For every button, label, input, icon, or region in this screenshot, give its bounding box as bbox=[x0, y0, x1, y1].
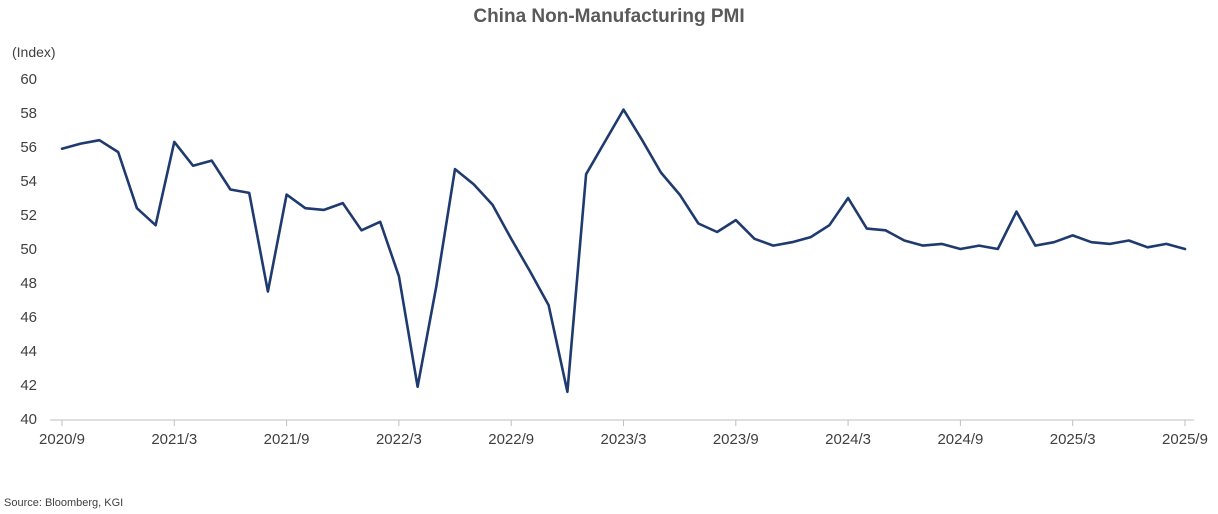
x-tick-label: 2024/9 bbox=[937, 431, 983, 448]
y-tick-label: 56 bbox=[20, 139, 37, 156]
series-line bbox=[60, 108, 1187, 394]
y-tick-label: 46 bbox=[20, 309, 37, 326]
y-tick-label: 42 bbox=[20, 377, 37, 394]
x-tick-label: 2025/3 bbox=[1050, 431, 1096, 448]
x-tick-label: 2024/3 bbox=[825, 431, 871, 448]
y-tick-label: 50 bbox=[20, 241, 37, 258]
x-tick-label: 2023/9 bbox=[713, 431, 759, 448]
y-tick-label: 58 bbox=[20, 105, 37, 122]
y-axis-ticks: 40 42 44 46 48 50 52 54 56 58 60 bbox=[20, 71, 37, 428]
x-tick-label: 2023/3 bbox=[601, 431, 647, 448]
x-axis-ticks: 2020/9 2021/3 2021/9 2022/3 2022/9 2023/3 2023… bbox=[39, 420, 1208, 448]
x-tick-label: 2021/3 bbox=[151, 431, 197, 448]
y-tick-label: 44 bbox=[20, 343, 37, 360]
source-note: Source: Bloomberg, KGI bbox=[4, 497, 124, 509]
x-tick-label: 2021/9 bbox=[264, 431, 310, 448]
x-tick-label: 2025/9 bbox=[1162, 431, 1208, 448]
y-tick-label: 54 bbox=[20, 173, 37, 190]
y-axis-unit-label: (Index) bbox=[12, 44, 56, 60]
x-tick-label: 2020/9 bbox=[39, 431, 85, 448]
y-tick-label: 40 bbox=[20, 411, 37, 428]
chart-title: China Non-Manufacturing PMI bbox=[473, 6, 745, 27]
x-tick-label: 2022/3 bbox=[376, 431, 422, 448]
x-tick-label: 2022/9 bbox=[488, 431, 534, 448]
y-tick-label: 52 bbox=[20, 207, 37, 224]
y-tick-label: 60 bbox=[20, 71, 37, 88]
y-tick-label: 48 bbox=[20, 275, 37, 292]
